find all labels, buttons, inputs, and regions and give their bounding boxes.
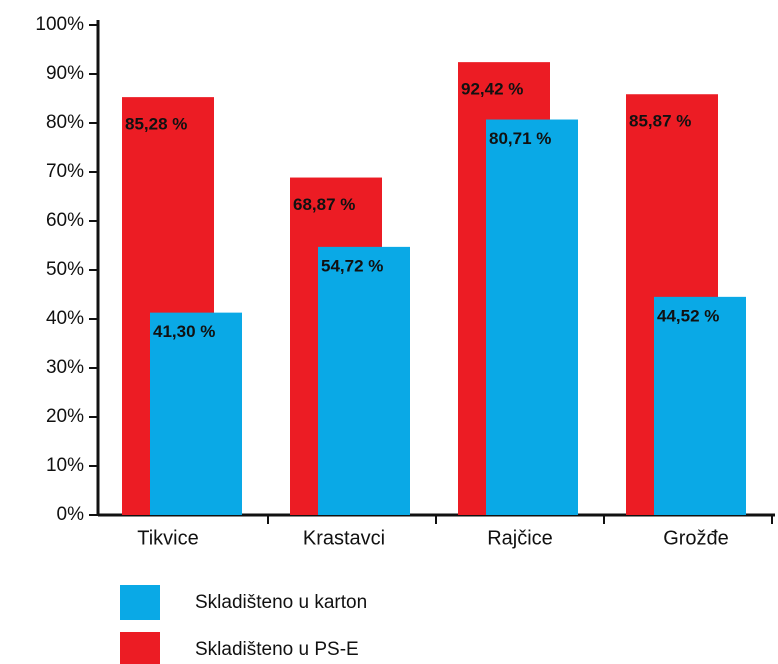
bar [486, 119, 578, 516]
value-label: 92,42 % [461, 80, 523, 99]
y-tick-label: 90% [46, 63, 84, 84]
y-tick-label: 40% [46, 308, 84, 329]
y-tick-label: 70% [46, 161, 84, 182]
x-tick-label: Tikvice [137, 527, 198, 549]
y-tick-label: 30% [46, 357, 84, 378]
legend-label: Skladišteno u karton [195, 592, 367, 613]
legend-swatch [120, 585, 160, 620]
x-tick-label: Krastavci [303, 527, 385, 549]
y-tick-label: 10% [46, 455, 84, 476]
y-tick-label: 80% [46, 112, 84, 133]
legend-swatch [120, 632, 160, 664]
legend-label: Skladišteno u PS-E [195, 639, 359, 660]
value-label: 80,71 % [489, 129, 551, 148]
value-label: 54,72 % [321, 256, 383, 275]
y-tick-label: 20% [46, 406, 84, 427]
bar [150, 312, 242, 515]
value-label: 85,87 % [629, 112, 691, 131]
x-tick-label: Rajčice [487, 527, 553, 549]
y-tick-label: 60% [46, 210, 84, 231]
bar [654, 296, 746, 515]
y-tick-label: 0% [57, 504, 85, 525]
y-tick-label: 100% [35, 14, 84, 35]
value-label: 44,52 % [657, 306, 719, 325]
value-label: 85,28 % [125, 115, 187, 134]
value-label: 68,87 % [293, 195, 355, 214]
bar [318, 246, 410, 515]
x-tick-label: Grožđe [663, 527, 729, 549]
y-tick-label: 50% [46, 259, 84, 280]
value-label: 41,30 % [153, 322, 215, 341]
